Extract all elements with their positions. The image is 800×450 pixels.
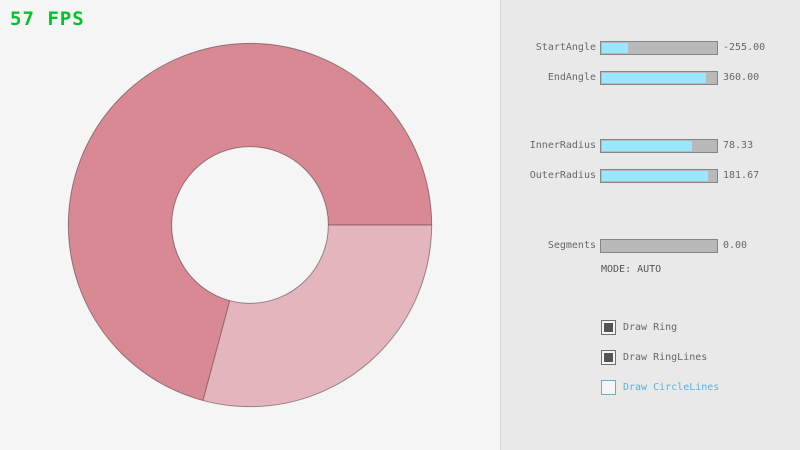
draw-ringlines-checkbox[interactable] [601,350,616,365]
mode-label: MODE: AUTO [601,264,662,275]
checkbox-check-mark [604,353,613,362]
slider-row-start-angle: StartAngle -255.00 [501,41,800,55]
draw-ring-checkbox[interactable] [601,320,616,335]
slider-inner-radius-fill [602,141,693,151]
slider-start-angle-fill [602,43,628,53]
slider-row-end-angle: EndAngle 360.00 [501,71,800,85]
controls-panel: StartAngle -255.00 EndAngle 360.00 Inner… [500,0,800,450]
slider-segments-label: Segments [547,240,596,251]
check-row-draw-ringlines: Draw RingLines [501,350,800,365]
slider-start-angle-value: -255.00 [723,42,766,53]
ring-double-sector [68,43,432,401]
checkbox-check-mark [604,323,613,332]
slider-inner-radius-label: InnerRadius [529,140,596,151]
slider-start-angle[interactable] [600,41,718,55]
slider-end-angle-fill [602,73,707,83]
ring-outer-outline [67,42,433,408]
slider-outer-radius-value: 181.67 [723,170,760,181]
slider-row-segments: Segments 0.00 [501,239,800,253]
draw-ringlines-label: Draw RingLines [623,352,708,363]
ring-single-sector [202,225,432,407]
slider-outer-radius-fill [602,171,708,181]
slider-end-angle-label: EndAngle [547,72,596,83]
slider-start-angle-label: StartAngle [535,42,596,53]
slider-end-angle-value: 360.00 [723,72,760,83]
slider-inner-radius[interactable] [600,139,718,153]
draw-circlelines-checkbox[interactable] [601,380,616,395]
slider-outer-radius[interactable] [600,169,718,183]
ring-seam-line-b [202,300,231,401]
slider-segments-value: 0.00 [723,240,748,251]
slider-row-outer-radius: OuterRadius 181.67 [501,169,800,183]
check-row-draw-ring: Draw Ring [501,320,800,335]
draw-circlelines-label: Draw CircleLines [623,382,720,393]
slider-row-inner-radius: InnerRadius 78.33 [501,139,800,153]
slider-segments[interactable] [600,239,718,253]
slider-outer-radius-label: OuterRadius [529,170,596,181]
slider-inner-radius-value: 78.33 [723,140,754,151]
draw-ring-label: Draw Ring [623,322,678,333]
check-row-draw-circlelines: Draw CircleLines [501,380,800,395]
fps-counter: 57 FPS [10,8,85,30]
ring-inner-outline [171,146,329,304]
slider-end-angle[interactable] [600,71,718,85]
